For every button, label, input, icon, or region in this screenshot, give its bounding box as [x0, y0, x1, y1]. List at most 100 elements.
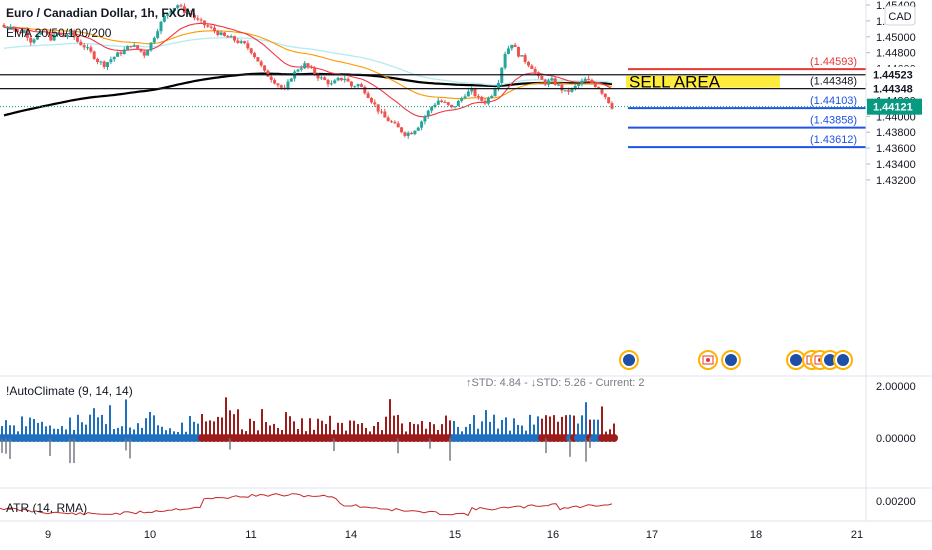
candle-body[interactable]: [243, 41, 247, 44]
candle-body[interactable]: [406, 132, 410, 136]
candle-body[interactable]: [316, 74, 320, 79]
candle-body[interactable]: [96, 58, 100, 63]
candle-body[interactable]: [373, 102, 377, 105]
candle-body[interactable]: [176, 5, 180, 8]
candle-body[interactable]: [333, 80, 337, 84]
candle-body[interactable]: [456, 100, 460, 107]
candle-body[interactable]: [69, 30, 73, 36]
candle-body[interactable]: [139, 48, 143, 52]
candle-body[interactable]: [199, 19, 203, 21]
candle-body[interactable]: [246, 43, 250, 49]
candle-body[interactable]: [106, 62, 110, 67]
candle-body[interactable]: [426, 110, 430, 117]
candle-body[interactable]: [196, 18, 200, 20]
candle-body[interactable]: [530, 65, 534, 69]
candle-body[interactable]: [516, 46, 520, 57]
candle-body[interactable]: [470, 88, 474, 92]
candle-body[interactable]: [216, 31, 220, 35]
candle-body[interactable]: [463, 96, 467, 99]
candle-body[interactable]: [273, 79, 277, 84]
candle-body[interactable]: [413, 130, 417, 135]
candle-body[interactable]: [206, 25, 210, 27]
candle-body[interactable]: [222, 32, 226, 36]
candle-body[interactable]: [323, 77, 327, 80]
candle-body[interactable]: [339, 77, 343, 81]
candle-body[interactable]: [72, 30, 76, 38]
candle-body[interactable]: [393, 122, 397, 124]
candle-body[interactable]: [25, 30, 29, 38]
candle-body[interactable]: [172, 7, 176, 11]
candle-body[interactable]: [369, 97, 373, 103]
candle-body[interactable]: [279, 85, 283, 88]
candle-body[interactable]: [35, 34, 39, 40]
candle-body[interactable]: [506, 48, 510, 54]
candle-body[interactable]: [523, 55, 527, 62]
atr-legend[interactable]: ATR (14, RMA): [6, 501, 88, 515]
candle-body[interactable]: [557, 84, 561, 86]
candle-body[interactable]: [5, 27, 9, 29]
candle-body[interactable]: [149, 42, 153, 51]
candle-body[interactable]: [396, 123, 400, 128]
candle-body[interactable]: [59, 33, 63, 35]
candle-body[interactable]: [363, 86, 367, 94]
candle-body[interactable]: [229, 36, 233, 38]
candle-body[interactable]: [553, 78, 557, 85]
candle-body[interactable]: [570, 88, 574, 92]
candle-body[interactable]: [386, 117, 390, 122]
candle-body[interactable]: [212, 27, 216, 32]
candle-body[interactable]: [543, 79, 547, 85]
candle-body[interactable]: [65, 35, 69, 38]
candle-body[interactable]: [510, 44, 514, 49]
candle-body[interactable]: [573, 85, 577, 89]
candle-body[interactable]: [112, 56, 116, 60]
sell-area-zone[interactable]: [626, 75, 780, 88]
candle-body[interactable]: [249, 48, 253, 54]
candle-body[interactable]: [286, 81, 290, 90]
candle-body[interactable]: [55, 33, 59, 35]
candle-body[interactable]: [410, 132, 414, 135]
candle-body[interactable]: [102, 61, 106, 67]
candle-body[interactable]: [266, 70, 270, 77]
candle-body[interactable]: [383, 111, 387, 118]
candle-body[interactable]: [513, 44, 517, 47]
candle-body[interactable]: [299, 68, 303, 70]
candle-body[interactable]: [45, 31, 49, 34]
candle-body[interactable]: [610, 103, 614, 109]
candle-body[interactable]: [19, 32, 23, 34]
candle-body[interactable]: [86, 47, 90, 49]
candle-body[interactable]: [440, 100, 444, 103]
candle-body[interactable]: [32, 39, 36, 43]
candle-body[interactable]: [269, 76, 273, 80]
candle-body[interactable]: [600, 88, 604, 94]
candle-body[interactable]: [126, 45, 130, 50]
candle-body[interactable]: [526, 61, 530, 66]
candle-body[interactable]: [430, 106, 434, 111]
candle-body[interactable]: [289, 78, 293, 82]
candle-body[interactable]: [540, 75, 544, 80]
candle-body[interactable]: [607, 97, 611, 104]
candle-body[interactable]: [159, 21, 163, 32]
candle-body[interactable]: [296, 69, 300, 72]
candle-body[interactable]: [142, 51, 146, 56]
candle-body[interactable]: [259, 61, 263, 66]
candle-body[interactable]: [52, 34, 56, 41]
candle-body[interactable]: [593, 83, 597, 87]
candle-body[interactable]: [182, 6, 186, 14]
candle-body[interactable]: [263, 65, 267, 71]
candle-body[interactable]: [132, 45, 136, 47]
candle-body[interactable]: [466, 91, 470, 97]
candle-body[interactable]: [9, 26, 13, 28]
candle-body[interactable]: [473, 88, 477, 97]
candle-body[interactable]: [436, 100, 440, 105]
candle-body[interactable]: [192, 14, 196, 19]
candle-body[interactable]: [476, 96, 480, 98]
candle-body[interactable]: [443, 102, 447, 104]
candle-body[interactable]: [547, 80, 551, 85]
candle-body[interactable]: [62, 34, 66, 38]
candle-body[interactable]: [349, 81, 353, 87]
candle-body[interactable]: [233, 36, 237, 41]
candle-body[interactable]: [379, 111, 383, 113]
candle-body[interactable]: [403, 132, 407, 136]
candle-body[interactable]: [359, 84, 363, 87]
candle-body[interactable]: [603, 93, 607, 98]
